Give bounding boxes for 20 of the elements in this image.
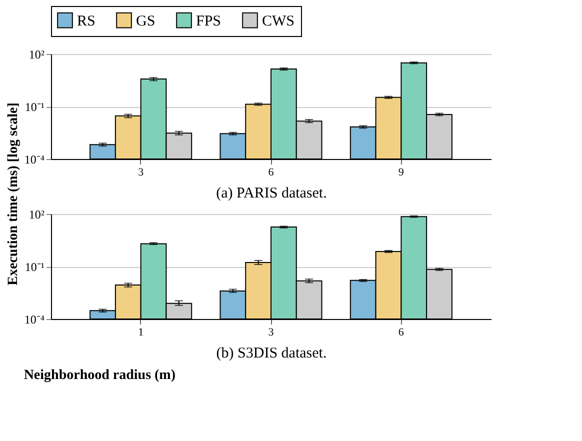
y-tick-label: 10⁻⁴: [24, 152, 44, 166]
y-axis-title: Execution time (ms) [log scale]: [6, 102, 21, 286]
x-tick-label: 1: [138, 326, 144, 338]
x-tick-label: 9: [398, 166, 404, 178]
x-axis-title: (a) PARIS dataset.: [216, 186, 327, 202]
x-tick-label: 3: [138, 166, 144, 178]
x-tick-label: 6: [268, 166, 274, 178]
x-tick-label: 3: [268, 326, 274, 338]
y-tick-label: 10⁻¹: [24, 100, 45, 114]
y-tick-label: 10⁻⁴: [24, 312, 44, 326]
legend-label: CWS: [262, 13, 295, 30]
legend-label: RS: [77, 13, 96, 30]
y-tick-label: 10⁻¹: [24, 260, 45, 274]
y-tick-label: 10²: [28, 208, 45, 222]
text: Neighborhood radius (m): [24, 368, 176, 383]
x-tick-label: 6: [398, 326, 404, 338]
y-tick-label: 10²: [28, 48, 45, 62]
legend-label: FPS: [196, 13, 222, 30]
legend-label: GS: [136, 13, 156, 30]
x-axis-title: (b) S3DIS dataset.: [216, 346, 327, 362]
